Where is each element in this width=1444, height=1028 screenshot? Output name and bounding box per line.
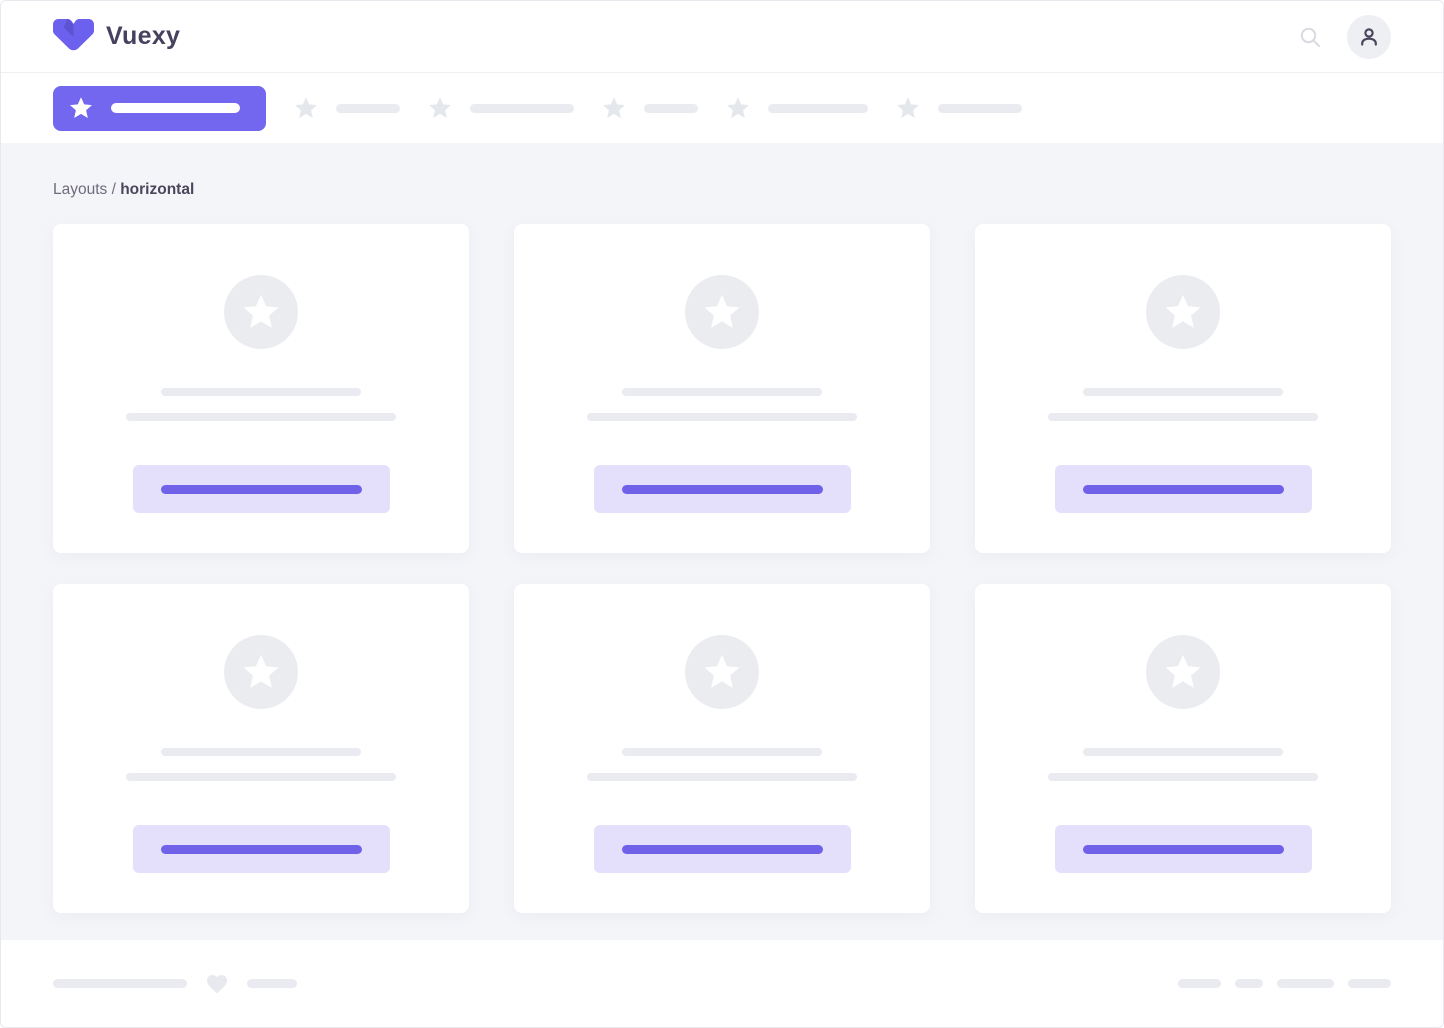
card-image-placeholder xyxy=(685,635,759,709)
star-icon xyxy=(243,294,279,328)
card-button[interactable] xyxy=(1054,465,1312,513)
user-avatar[interactable] xyxy=(1347,14,1391,59)
button-label-placeholder xyxy=(160,484,362,494)
search-icon[interactable] xyxy=(1299,26,1321,48)
nav-label-placeholder xyxy=(336,103,400,113)
nav-item[interactable] xyxy=(602,96,698,120)
star-icon xyxy=(1165,294,1201,328)
brand-name: Vuexy xyxy=(106,22,181,50)
footer-link-placeholder xyxy=(1348,979,1391,988)
card-image-placeholder xyxy=(1146,275,1220,349)
card-text-placeholder xyxy=(622,748,822,756)
nav-items-group xyxy=(294,96,1022,120)
star-icon xyxy=(603,97,625,118)
card-text-placeholder xyxy=(1048,413,1318,421)
button-label-placeholder xyxy=(160,844,362,854)
card-button[interactable] xyxy=(1054,825,1312,873)
star-icon xyxy=(70,97,92,118)
breadcrumb: Layouts / horizontal xyxy=(53,181,1391,199)
footer-link-placeholder xyxy=(1277,979,1334,988)
heart-icon xyxy=(207,974,227,993)
brand[interactable]: Vuexy xyxy=(53,19,180,54)
card-button[interactable] xyxy=(132,465,390,513)
placeholder-card xyxy=(975,584,1391,913)
star-icon xyxy=(243,654,279,688)
card-text-placeholder xyxy=(1048,773,1318,781)
button-label-placeholder xyxy=(1082,484,1284,494)
card-text-placeholder xyxy=(126,413,396,421)
nav-item[interactable] xyxy=(896,96,1022,120)
nav-label-placeholder xyxy=(470,103,574,113)
star-icon xyxy=(295,97,317,118)
placeholder-card xyxy=(975,224,1391,553)
breadcrumb-separator: / xyxy=(107,181,121,198)
horizontal-navbar xyxy=(1,73,1443,143)
nav-item-active[interactable] xyxy=(53,85,266,131)
star-icon xyxy=(429,97,451,118)
button-label-placeholder xyxy=(621,844,823,854)
placeholder-card xyxy=(53,224,469,553)
nav-item[interactable] xyxy=(726,96,868,120)
star-icon xyxy=(1165,654,1201,688)
card-text-placeholder xyxy=(161,748,361,756)
card-grid xyxy=(53,224,1391,913)
card-text-placeholder xyxy=(1083,388,1283,396)
vuexy-logo-icon xyxy=(53,19,94,51)
card-text-placeholder xyxy=(1083,748,1283,756)
breadcrumb-current: horizontal xyxy=(120,181,195,198)
card-text-placeholder xyxy=(126,773,396,781)
star-icon xyxy=(897,97,919,118)
breadcrumb-section[interactable]: Layouts xyxy=(53,181,108,198)
nav-label-placeholder xyxy=(768,103,868,113)
nav-item[interactable] xyxy=(428,96,574,120)
card-image-placeholder xyxy=(224,635,298,709)
card-text-placeholder xyxy=(622,388,822,396)
footer-text-placeholder xyxy=(247,979,297,988)
card-text-placeholder xyxy=(587,413,857,421)
nav-label-placeholder xyxy=(644,103,698,113)
card-button[interactable] xyxy=(132,825,390,873)
card-image-placeholder xyxy=(685,275,759,349)
placeholder-card xyxy=(514,584,930,913)
card-image-placeholder xyxy=(224,275,298,349)
card-text-placeholder xyxy=(587,773,857,781)
footer-left xyxy=(53,972,297,996)
header-actions xyxy=(1299,14,1391,59)
footer-right xyxy=(1178,979,1391,988)
nav-item[interactable] xyxy=(294,96,400,120)
footer-link-placeholder xyxy=(1235,979,1263,988)
card-button[interactable] xyxy=(593,465,851,513)
card-text-placeholder xyxy=(161,388,361,396)
footer-text-placeholder xyxy=(53,979,187,988)
nav-label-placeholder xyxy=(111,103,240,113)
star-icon xyxy=(704,654,740,688)
card-button[interactable] xyxy=(593,825,851,873)
button-label-placeholder xyxy=(621,484,823,494)
app-footer xyxy=(1,940,1443,1027)
card-image-placeholder xyxy=(1146,635,1220,709)
nav-label-placeholder xyxy=(938,103,1022,113)
star-icon xyxy=(727,97,749,118)
placeholder-card xyxy=(514,224,930,553)
button-label-placeholder xyxy=(1082,844,1284,854)
user-icon xyxy=(1361,27,1377,46)
star-icon xyxy=(704,294,740,328)
app-header: Vuexy xyxy=(1,1,1443,73)
footer-link-placeholder xyxy=(1178,979,1221,988)
content-area: Layouts / horizontal xyxy=(1,143,1443,940)
placeholder-card xyxy=(53,584,469,913)
